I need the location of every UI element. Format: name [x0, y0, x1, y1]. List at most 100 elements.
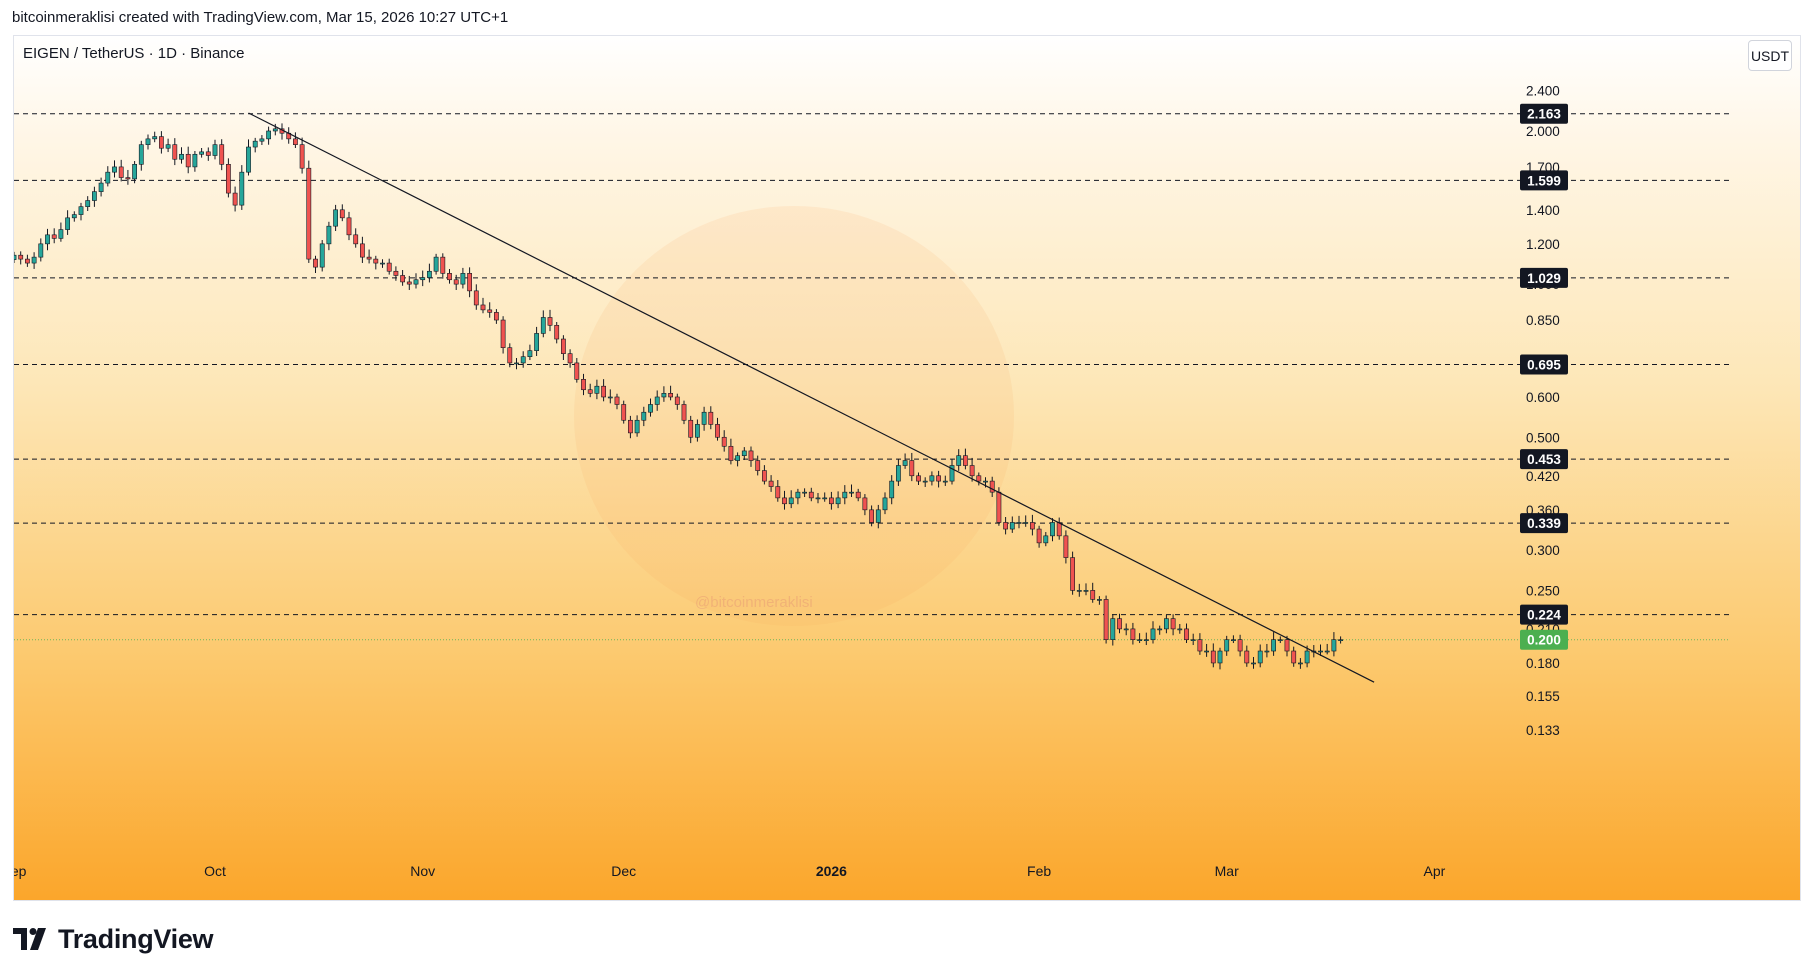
candle-body	[125, 177, 131, 180]
candle-body	[795, 491, 801, 499]
level-price-label: 0.453	[1520, 449, 1568, 470]
candle-body	[842, 491, 848, 499]
candle-body	[1237, 639, 1243, 652]
candle-body	[1204, 650, 1209, 653]
candle-body	[708, 411, 714, 425]
candle-body	[1043, 535, 1049, 544]
candle-body	[232, 192, 238, 206]
candle-body	[292, 138, 298, 145]
candle-body	[326, 225, 332, 245]
candle-body	[983, 480, 988, 483]
candle-body	[145, 138, 151, 145]
level-price-label-bg	[1520, 267, 1568, 288]
candlestick-chart[interactable]: @bitcoinmeraklisi2.4002.0001.7001.4001.2…	[14, 36, 1801, 901]
candle-body	[1291, 650, 1297, 664]
candle-body	[1157, 628, 1163, 631]
candle-body	[159, 136, 164, 149]
candle-body	[922, 480, 928, 483]
candle-body	[889, 480, 895, 499]
candle-body	[433, 256, 439, 272]
candle-body	[25, 258, 30, 264]
candle-body	[768, 480, 774, 487]
candle-body	[138, 144, 144, 165]
candle-body	[674, 396, 680, 405]
y-tick-label: 0.420	[1526, 469, 1560, 484]
x-tick-label: Dec	[611, 863, 636, 879]
currency-button[interactable]: USDT	[1748, 40, 1792, 71]
candle-body	[782, 497, 787, 505]
candle-body	[648, 404, 653, 413]
level-price-label-bg	[1520, 604, 1568, 625]
chart-attribution: bitcoinmeraklisi created with TradingVie…	[12, 9, 509, 26]
chart-area[interactable]: @bitcoinmeraklisi 2.400 2.000 1.700 1.400 1.2…	[13, 35, 1801, 901]
candle-body	[1197, 639, 1203, 652]
candle-body	[172, 144, 178, 160]
candle-body	[802, 491, 807, 494]
candle-body	[949, 465, 955, 482]
candle-body	[641, 411, 647, 421]
candle-body	[567, 353, 573, 364]
x-tick-label: 2026	[816, 863, 847, 879]
level-price-label: 0.695	[1520, 354, 1568, 375]
candle-body	[956, 455, 962, 466]
candle-body	[165, 144, 171, 149]
candle-body	[520, 356, 526, 364]
candle-body	[487, 309, 493, 313]
candle-body	[728, 445, 734, 461]
level-price-label: 1.029	[1520, 267, 1568, 288]
candle-body	[426, 270, 432, 278]
candle-body	[199, 151, 204, 155]
candle-body	[393, 270, 399, 276]
candle-body	[1224, 639, 1230, 652]
candle-body	[1123, 628, 1129, 631]
candle-body	[808, 491, 814, 499]
candle-body	[18, 254, 24, 260]
candle-body	[701, 411, 707, 425]
candle-body	[1056, 522, 1062, 537]
last-price-label-bg	[1520, 629, 1568, 650]
candle-body	[98, 182, 104, 192]
candle-body	[828, 497, 834, 505]
candle-body	[741, 450, 747, 456]
candle-body	[909, 460, 915, 477]
candle-body	[185, 153, 191, 168]
candle-body	[976, 475, 982, 482]
tradingview-logo[interactable]: TradingView	[13, 924, 214, 954]
candle-body	[45, 234, 50, 245]
symbol-label[interactable]: EIGEN / TetherUS · 1D · Binance	[23, 45, 245, 62]
candle-body	[460, 273, 466, 285]
level-price-label-bg	[1520, 354, 1568, 375]
candle-body	[1063, 535, 1069, 558]
y-tick-label: 0.300	[1526, 543, 1560, 558]
candle-body	[1143, 639, 1149, 641]
y-tick-label: 0.155	[1526, 689, 1560, 704]
level-price-label: 2.163	[1520, 103, 1568, 124]
candle-body	[1284, 639, 1290, 652]
candle-body	[353, 234, 359, 245]
candle-body	[554, 324, 560, 340]
candle-body	[875, 509, 881, 523]
candle-body	[527, 350, 533, 358]
y-tick-label: 0.180	[1526, 656, 1560, 671]
candle-body	[252, 140, 258, 148]
tradingview-logo-icon	[13, 928, 46, 950]
candle-body	[85, 200, 91, 207]
candle-body	[31, 256, 37, 264]
candle-body	[681, 404, 687, 421]
candle-body	[219, 144, 225, 165]
candle-body	[1103, 599, 1109, 640]
candle-body	[71, 214, 77, 219]
candle-body	[1277, 639, 1283, 641]
candle-body	[862, 497, 868, 511]
x-tick-label: Mar	[1215, 863, 1239, 879]
candle-body	[1338, 639, 1343, 641]
candle-body	[112, 166, 117, 173]
candle-body	[775, 486, 781, 499]
candle-body	[560, 338, 566, 354]
candle-body	[788, 497, 794, 505]
candle-body	[1217, 650, 1223, 664]
candle-body	[500, 319, 506, 348]
candle-body	[942, 480, 948, 483]
level-price-label-text: 2.163	[1527, 107, 1561, 122]
candle-body	[1110, 618, 1116, 640]
